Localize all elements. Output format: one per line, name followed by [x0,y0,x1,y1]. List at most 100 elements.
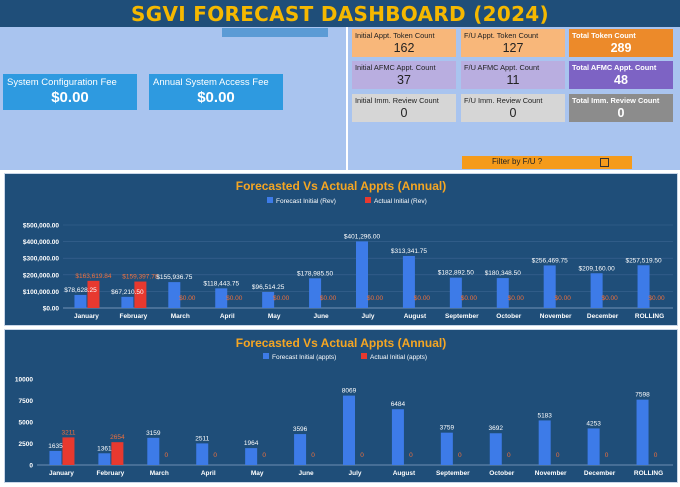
actual-bar [134,281,147,308]
actual-data-label: 0 [556,452,560,459]
forecast-data-label: $182,892.50 [438,270,475,277]
actual-data-label: $0.00 [273,295,290,302]
x-tick-label: December [584,470,616,477]
actual-data-label: $159,397.78 [122,274,159,281]
forecast-data-label: $78,628.25 [64,287,97,294]
forecast-data-label: $178,985.50 [297,270,334,277]
card-value: 0 [509,106,517,120]
card-value: 289 [610,41,632,55]
card-value: 48 [614,73,628,87]
forecast-data-label: 3692 [489,425,504,432]
filter-checkbox[interactable] [600,158,609,167]
filter-by-fu-control[interactable]: Filter by F/U ? [462,156,632,169]
y-tick-label: $400,000.00 [23,239,60,246]
x-tick-label: September [445,313,479,320]
actual-data-label: $0.00 [461,295,478,302]
x-tick-label: December [587,313,619,320]
actual-data-label: 0 [409,452,413,459]
x-tick-label: September [436,470,470,477]
actual-data-label: $163,619.84 [75,273,112,280]
forecast-data-label: $401,296.00 [344,233,381,240]
x-tick-label: March [171,313,190,320]
initial-imm-review-count-card: Initial Imm. Review Count 0 [352,94,456,122]
forecast-data-label: 6484 [391,401,406,408]
actual-data-label: 0 [262,452,266,459]
forecast-data-label: 4253 [586,420,601,427]
annual-system-access-fee-card: Annual System Access Fee $0.00 [149,74,283,110]
x-tick-label: July [348,470,361,477]
x-tick-label: ROLLING [634,470,663,477]
forecast-bar [343,395,355,465]
filter-label: Filter by F/U ? [492,157,543,166]
forecast-data-label: $256,469.75 [532,257,569,264]
forecast-data-label: 3596 [293,426,308,433]
y-tick-label: 7500 [19,398,34,405]
actual-data-label: $0.00 [414,295,431,302]
dashboard-title: SGVI FORECAST DASHBOARD (2024) [131,2,549,26]
actual-data-label: 0 [213,452,217,459]
legend-swatch-actual [365,197,371,203]
x-tick-label: October [496,313,521,320]
forecast-data-label: 3759 [440,425,455,432]
fee-value: $0.00 [197,89,235,106]
forecast-bar [121,296,134,308]
y-tick-label: 10000 [15,377,33,384]
y-tick-label: 0 [29,463,33,470]
forecast-data-label: $257,519.50 [625,257,662,264]
forecast-bar [356,241,368,308]
card-label: Total AFMC Appt. Count [572,63,657,72]
forecast-data-label: $313,341.75 [391,248,428,255]
x-tick-label: January [74,313,99,320]
x-tick-label: May [268,313,281,320]
forecast-data-label: 2511 [195,435,209,442]
card-value: 37 [397,73,411,87]
x-tick-label: August [393,470,416,477]
forecast-data-label: $118,443.75 [203,280,239,287]
actual-data-label: 0 [164,452,168,459]
total-token-count-card: Total Token Count 289 [569,29,673,57]
forecast-bar [98,453,111,465]
forecast-bar [245,448,258,465]
forecast-data-label: 7598 [635,392,650,399]
forecast-bar [637,265,650,308]
total-afmc-count-card: Total AFMC Appt. Count 48 [569,61,673,89]
actual-data-label: $0.00 [179,295,196,302]
total-imm-review-count-card: Total Imm. Review Count 0 [569,94,673,122]
forecast-bar [49,450,62,465]
y-tick-label: $200,000.00 [23,272,60,279]
fee-label: System Configuration Fee [7,77,117,88]
actual-data-label: 0 [360,452,364,459]
card-value: 11 [506,73,520,87]
x-tick-label: ROLLING [635,313,664,320]
forecast-data-label: 1964 [244,440,259,447]
actual-data-label: $0.00 [226,295,243,302]
actual-data-label: 0 [458,452,462,459]
forecast-bar [543,265,556,308]
forecast-bar [636,399,649,465]
chart-title: Forecasted Vs Actual Appts (Annual) [236,336,446,350]
dashboard-header: SGVI FORECAST DASHBOARD (2024) [0,0,680,27]
forecast-bar [489,433,502,465]
y-tick-label: 5000 [19,420,34,427]
legend-label-actual: Actual Initial (Rev) [374,198,427,205]
forecast-data-label: 1635 [48,443,63,450]
forecast-bar [496,278,509,308]
legend-label-actual: Actual Initial (appts) [370,354,427,361]
forecast-bar [449,277,462,308]
forecast-bar [587,428,600,465]
card-label: F/U Appt. Token Count [464,31,539,40]
forecast-bar [262,291,275,308]
actual-bar [62,437,75,465]
forecast-data-label: $180,348.50 [485,270,522,277]
initial-token-count-card: Initial Appt. Token Count 162 [352,29,456,57]
x-tick-label: May [251,470,264,477]
actual-data-label: 0 [605,452,609,459]
actual-data-label: 3211 [61,429,75,436]
forecast-bar [196,443,209,465]
y-tick-label: $100,000.00 [23,289,60,296]
legend-swatch-actual [361,353,367,359]
forecast-data-label: $67,210.50 [111,289,144,296]
appointments-chart: Forecasted Vs Actual Appts (Annual) Forec… [15,336,673,477]
card-label: Initial Appt. Token Count [355,31,435,40]
forecast-bar [168,282,181,308]
